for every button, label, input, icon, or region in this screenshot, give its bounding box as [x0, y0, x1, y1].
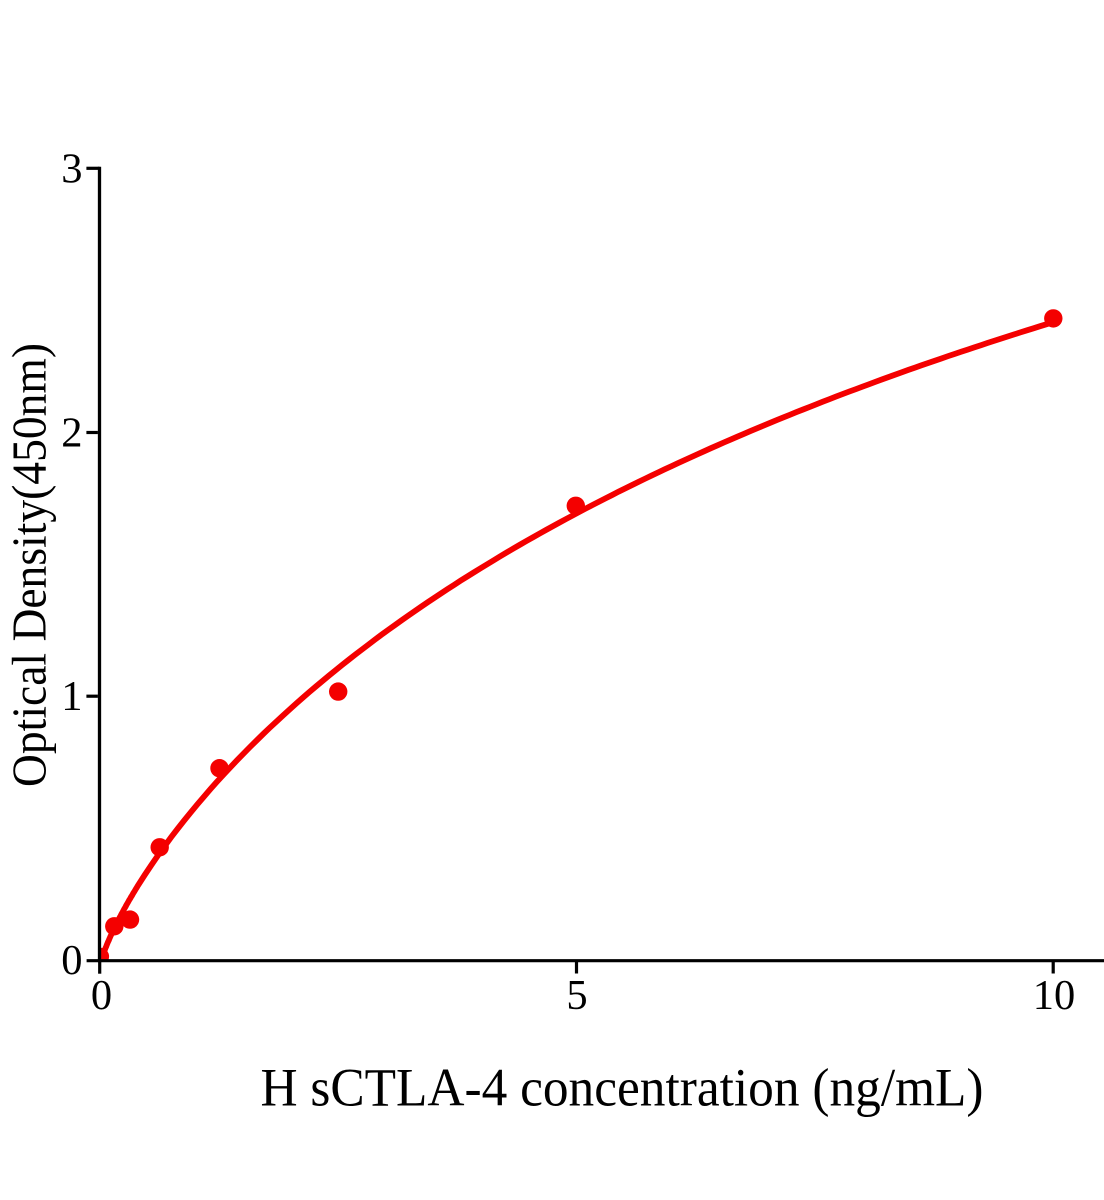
- svg-text:2: 2: [61, 410, 82, 457]
- svg-text:5: 5: [566, 972, 587, 1019]
- svg-text:H sCTLA-4 concentration (ng/mL: H sCTLA-4 concentration (ng/mL): [261, 1057, 984, 1117]
- svg-text:3: 3: [61, 145, 82, 192]
- svg-text:10: 10: [1033, 972, 1076, 1019]
- svg-text:1: 1: [61, 673, 82, 720]
- svg-text:0: 0: [91, 972, 112, 1019]
- svg-text:Optical Density(450nm): Optical Density(450nm): [4, 343, 57, 787]
- svg-text:0: 0: [61, 937, 82, 984]
